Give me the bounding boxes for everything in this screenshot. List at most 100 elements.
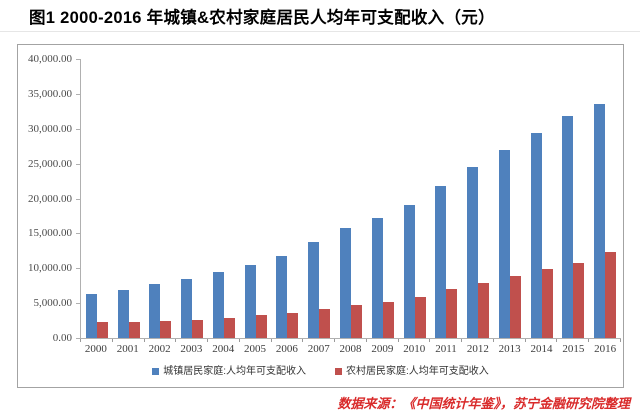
x-axis-tick-mark	[175, 339, 177, 342]
x-axis-tick-mark	[620, 339, 621, 342]
x-axis-tick-mark	[524, 339, 526, 342]
x-axis-tick-label: 2007	[307, 343, 330, 355]
bar-group-2013	[494, 59, 526, 338]
x-axis-tick-label: 2009	[371, 343, 394, 355]
bar-urban-2006	[276, 255, 288, 338]
bar-rural-2004	[223, 317, 235, 338]
bar-group-2012	[462, 59, 494, 338]
bar-rural-2010	[414, 296, 426, 338]
chart-legend: 城镇居民家庭:人均年可支配收入 农村居民家庭:人均年可支配收入	[18, 365, 623, 378]
x-axis-tick-label: 2014	[530, 343, 553, 355]
y-axis-tick-label: 40,000.00	[28, 53, 72, 65]
y-axis-tick-mark	[76, 268, 80, 270]
bar-urban-2008	[340, 227, 351, 338]
bar-urban-2009	[371, 218, 383, 338]
bar-urban-2007	[308, 241, 320, 338]
x-axis-tick-mark	[270, 339, 272, 342]
x-axis-tick-label: 2005	[244, 343, 267, 355]
x-axis-tick-label: 2001	[116, 343, 139, 355]
legend-item-rural: 农村居民家庭:人均年可支配收入	[335, 365, 489, 378]
x-axis-tick-mark	[111, 339, 113, 342]
legend-swatch-urban	[152, 368, 160, 375]
x-axis-tick-label: 2006	[275, 343, 298, 355]
x-axis-tick-label: 2016	[594, 343, 617, 355]
bar-urban-2003	[181, 278, 193, 338]
bar-urban-2011	[435, 185, 447, 338]
x-axis-tick-mark	[80, 339, 81, 342]
y-axis-tick-mark	[76, 93, 80, 95]
bar-rural-2003	[192, 319, 204, 338]
bar-group-2006	[272, 59, 304, 338]
y-axis-tick-label: 0.00	[52, 332, 72, 344]
bar-group-2010	[399, 59, 431, 338]
legend-label-rural: 农村居民家庭:人均年可支配收入	[346, 366, 489, 377]
bar-rural-2001	[128, 321, 140, 338]
x-axis-tick-mark	[492, 339, 494, 342]
legend-label-urban: 城镇居民家庭:人均年可支配收入	[163, 366, 306, 377]
bar-rural-2007	[319, 309, 331, 338]
x-axis-tick-label: 2002	[148, 343, 171, 355]
x-axis-tick-mark	[365, 339, 367, 342]
legend-swatch-rural	[335, 368, 342, 375]
y-axis-tick-mark	[76, 163, 80, 165]
bar-group-2015	[557, 59, 589, 338]
source-note: 数据来源：《中国统计年鉴》，苏宁金融研究院整理	[337, 396, 630, 411]
x-axis-tick-label: 2011	[435, 343, 457, 355]
bar-urban-2000	[85, 294, 97, 338]
bar-group-2008	[335, 59, 367, 338]
bar-urban-2013	[498, 150, 510, 338]
y-axis-tick-label: 35,000.00	[28, 87, 72, 100]
bar-rural-2000	[96, 322, 108, 338]
x-axis-tick-label: 2004	[212, 343, 235, 355]
bar-group-2007	[303, 59, 335, 338]
x-axis-tick-mark	[143, 339, 145, 342]
bar-rural-2015	[573, 262, 585, 338]
bar-group-2002	[145, 59, 177, 338]
bar-urban-2002	[149, 284, 161, 338]
bar-rural-2014	[541, 269, 553, 338]
y-axis-tick-label: 20,000.00	[28, 192, 72, 205]
y-axis-tick-mark	[76, 59, 80, 60]
y-axis-tick-mark	[76, 198, 80, 200]
bar-urban-2004	[212, 272, 224, 338]
bar-rural-2009	[382, 302, 394, 338]
y-axis-tick-mark	[76, 303, 80, 305]
bar-rural-2011	[446, 289, 458, 338]
bar-urban-2005	[244, 264, 256, 338]
x-axis-tick-mark	[207, 339, 209, 342]
chart-container: 2000 2001 2002 2003 2004 2005 2006 2007 2008 2009…	[17, 44, 624, 388]
x-axis-tick-mark	[302, 339, 304, 342]
x-axis-tick-mark	[334, 339, 336, 342]
x-axis-tick-mark	[429, 339, 431, 342]
bar-group-2001	[113, 59, 145, 338]
x-axis-tick-label: 2003	[180, 343, 203, 355]
bar-group-2005	[240, 59, 272, 338]
bar-rural-2008	[351, 304, 362, 338]
bar-urban-2012	[467, 166, 479, 338]
y-axis-tick-label: 15,000.00	[28, 227, 72, 240]
x-axis-tick-label: 2010	[403, 343, 426, 355]
bar-rural-2013	[509, 275, 521, 338]
bar-rural-2016	[605, 251, 617, 338]
bar-urban-2015	[562, 116, 574, 338]
x-axis-tick-mark	[556, 339, 558, 342]
x-axis-tick-mark	[588, 339, 590, 342]
x-axis-tick-label: 2015	[562, 343, 585, 355]
x-axis-tick-mark	[238, 339, 240, 342]
x-axis-tick-label: 2008	[339, 343, 362, 355]
plot-area	[80, 59, 621, 339]
bar-urban-2014	[530, 133, 542, 338]
bar-group-2011	[430, 59, 462, 338]
x-axis-labels: 2000 2001 2002 2003 2004 2005 2006 2007 2008 2009…	[80, 343, 621, 355]
bar-rural-2005	[255, 315, 267, 338]
y-axis-tick-label: 30,000.00	[28, 122, 72, 135]
y-axis-tick-label: 10,000.00	[28, 262, 72, 275]
legend-item-urban: 城镇居民家庭:人均年可支配收入	[152, 365, 306, 378]
x-axis-tick-mark	[397, 339, 399, 342]
bar-rural-2012	[478, 282, 490, 338]
x-axis-tick-label: 2013	[498, 343, 521, 355]
bar-group-2016	[589, 59, 621, 338]
y-axis-tick-label: 5,000.00	[33, 297, 73, 310]
bar-urban-2010	[403, 204, 415, 338]
bar-group-2004	[208, 59, 240, 338]
